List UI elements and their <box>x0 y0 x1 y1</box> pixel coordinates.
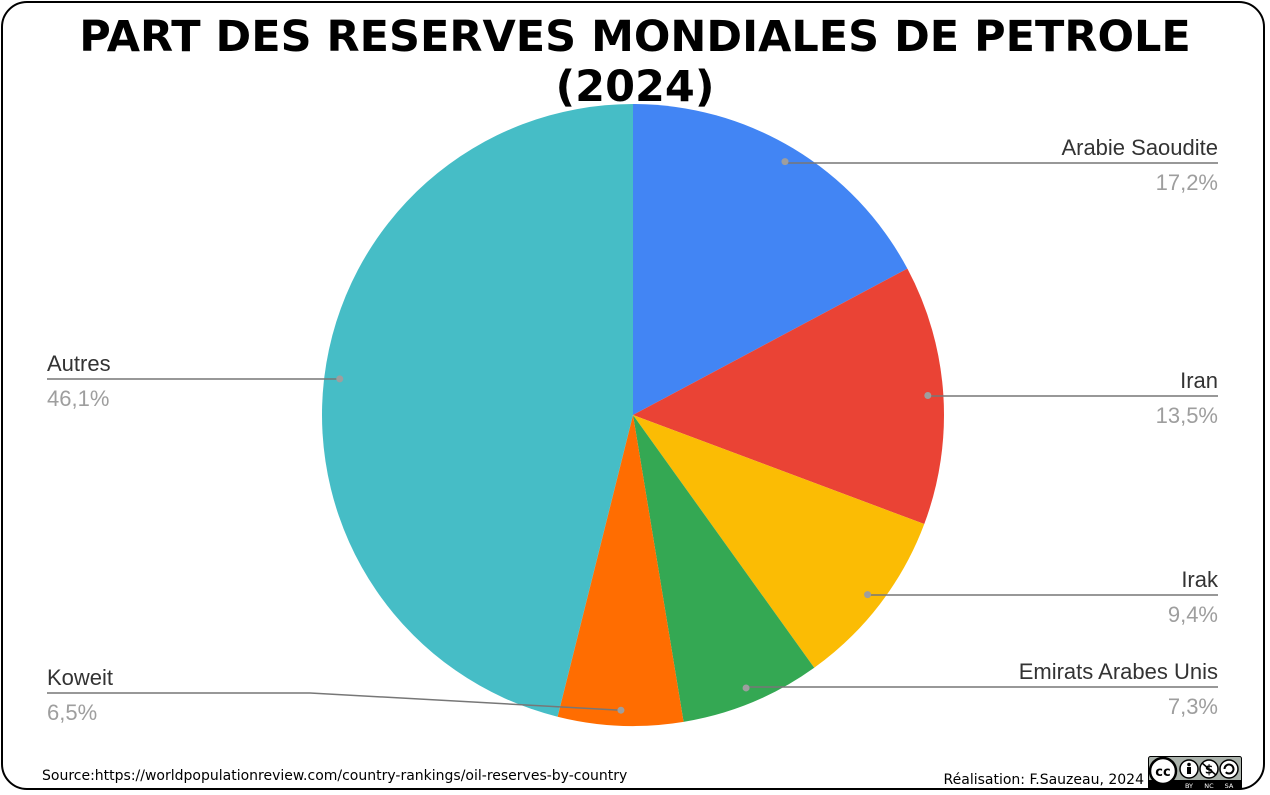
pie-slice-iran <box>633 268 944 525</box>
slice-value-iran: 13,5% <box>1156 403 1218 428</box>
slice-value-arabie-saoudite: 17,2% <box>1156 170 1218 195</box>
slice-value-koweit: 6,5% <box>47 700 97 725</box>
chart-title: PART DES RESERVES MONDIALES DE PETROLE (… <box>79 12 1191 112</box>
leader-line-koweit <box>47 692 621 711</box>
source-note: Source:https://worldpopulationreview.com… <box>42 768 628 784</box>
pie-leader-lines <box>47 158 1218 714</box>
slice-value-autres: 46,1% <box>47 386 109 411</box>
author-credit: Réalisation: F.Sauzeau, 2024 <box>943 772 1144 788</box>
slice-label-emirats-arabes-unis: Emirats Arabes Unis <box>1019 659 1218 684</box>
svg-text:cc: cc <box>1155 765 1170 780</box>
pie-slice-koweit <box>557 415 684 726</box>
leader-dot-irak <box>864 591 872 599</box>
slice-label-koweit: Koweit <box>47 665 113 690</box>
leader-dot-autres <box>336 375 344 383</box>
cc-by-nc-sa-icon: cc $ BY NC SA <box>1148 756 1242 790</box>
cc-label-sa: SA <box>1225 782 1234 790</box>
leader-dot-koweit <box>617 706 625 714</box>
slice-value-irak: 9,4% <box>1168 602 1218 627</box>
slice-value-emirats-arabes-unis: 7,3% <box>1168 694 1218 719</box>
pie-slice-autres <box>322 104 633 717</box>
pie-slice-emirats-arabes-unis <box>633 415 815 722</box>
slice-label-autres: Autres <box>47 351 111 376</box>
pie-labels: Arabie Saoudite 17,2% Iran 13,5% Irak 9,4% Emi… <box>47 135 1219 725</box>
leader-dot-iran <box>924 392 932 400</box>
cc-label-nc: NC <box>1204 782 1214 790</box>
leader-line-emirats-arabes-unis <box>745 686 1218 688</box>
slice-label-iran: Iran <box>1180 368 1218 393</box>
pie-slice-arabie-saoudite <box>633 104 908 415</box>
slice-label-irak: Irak <box>1181 567 1219 592</box>
leader-dot-emirats-arabes-unis <box>742 684 750 692</box>
leader-dot-arabie-saoudite <box>781 158 789 166</box>
leader-line-arabie-saoudite <box>784 161 1218 164</box>
cc-label-by: BY <box>1185 782 1193 790</box>
pie-slice-irak <box>633 415 925 668</box>
pie-slices <box>322 104 944 726</box>
slice-label-arabie-saoudite: Arabie Saoudite <box>1061 135 1218 160</box>
